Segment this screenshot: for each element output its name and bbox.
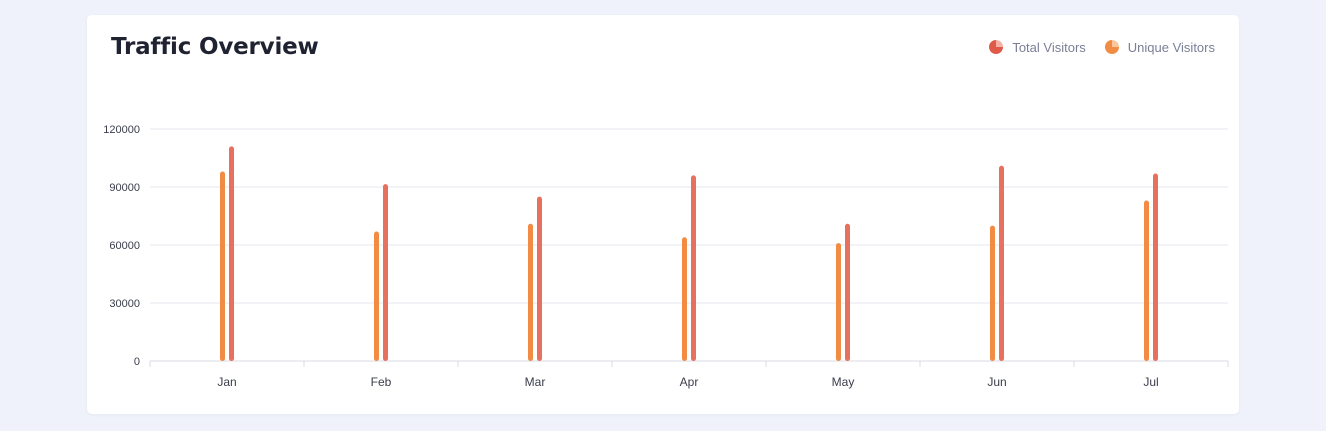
bar-total-visitors bbox=[691, 175, 696, 361]
x-tick-label: Jan bbox=[217, 375, 236, 389]
traffic-overview-card: Traffic Overview Total Visitors Unique V… bbox=[87, 15, 1239, 414]
bar-unique-visitors bbox=[374, 231, 379, 361]
bar-unique-visitors bbox=[528, 223, 533, 361]
pie-chart-icon bbox=[1104, 40, 1119, 54]
y-tick-label: 0 bbox=[134, 356, 140, 368]
bar-total-visitors bbox=[845, 223, 850, 361]
x-tick-label: Jun bbox=[987, 375, 1006, 389]
y-tick-label: 120000 bbox=[103, 124, 140, 136]
y-tick-label: 90000 bbox=[109, 182, 140, 194]
chart-title: Traffic Overview bbox=[111, 34, 319, 60]
x-tick-label: Apr bbox=[680, 375, 699, 389]
bar-chart: 0 30000 60000 90000 120000 Jan Feb Mar Apr May Jun… bbox=[103, 124, 1229, 389]
bar-unique-visitors bbox=[682, 237, 687, 361]
bar-unique-visitors bbox=[220, 171, 225, 361]
x-tick-label: May bbox=[832, 375, 855, 389]
chart-legend: Total Visitors Unique Visitors bbox=[988, 39, 1215, 55]
x-tick-label: Feb bbox=[371, 375, 392, 389]
legend-item-unique-visitors[interactable]: Unique Visitors bbox=[1104, 39, 1215, 55]
bar-total-visitors bbox=[229, 146, 234, 361]
pie-chart-icon bbox=[989, 40, 1004, 54]
legend-label: Unique Visitors bbox=[1127, 39, 1215, 55]
bar-total-visitors bbox=[999, 165, 1004, 361]
bar-total-visitors bbox=[383, 184, 388, 361]
x-tick-label: Mar bbox=[525, 375, 546, 389]
legend-label: Total Visitors bbox=[1012, 39, 1086, 55]
legend-item-total-visitors[interactable]: Total Visitors bbox=[988, 39, 1086, 55]
bar-total-visitors bbox=[1153, 173, 1158, 361]
x-tick-label: Jul bbox=[1143, 375, 1158, 389]
bar-total-visitors bbox=[537, 196, 542, 361]
y-tick-label: 30000 bbox=[109, 298, 140, 310]
y-tick-label: 60000 bbox=[109, 240, 140, 252]
bar-unique-visitors bbox=[836, 243, 841, 361]
bar-unique-visitors bbox=[990, 225, 995, 361]
bar-unique-visitors bbox=[1144, 200, 1149, 361]
